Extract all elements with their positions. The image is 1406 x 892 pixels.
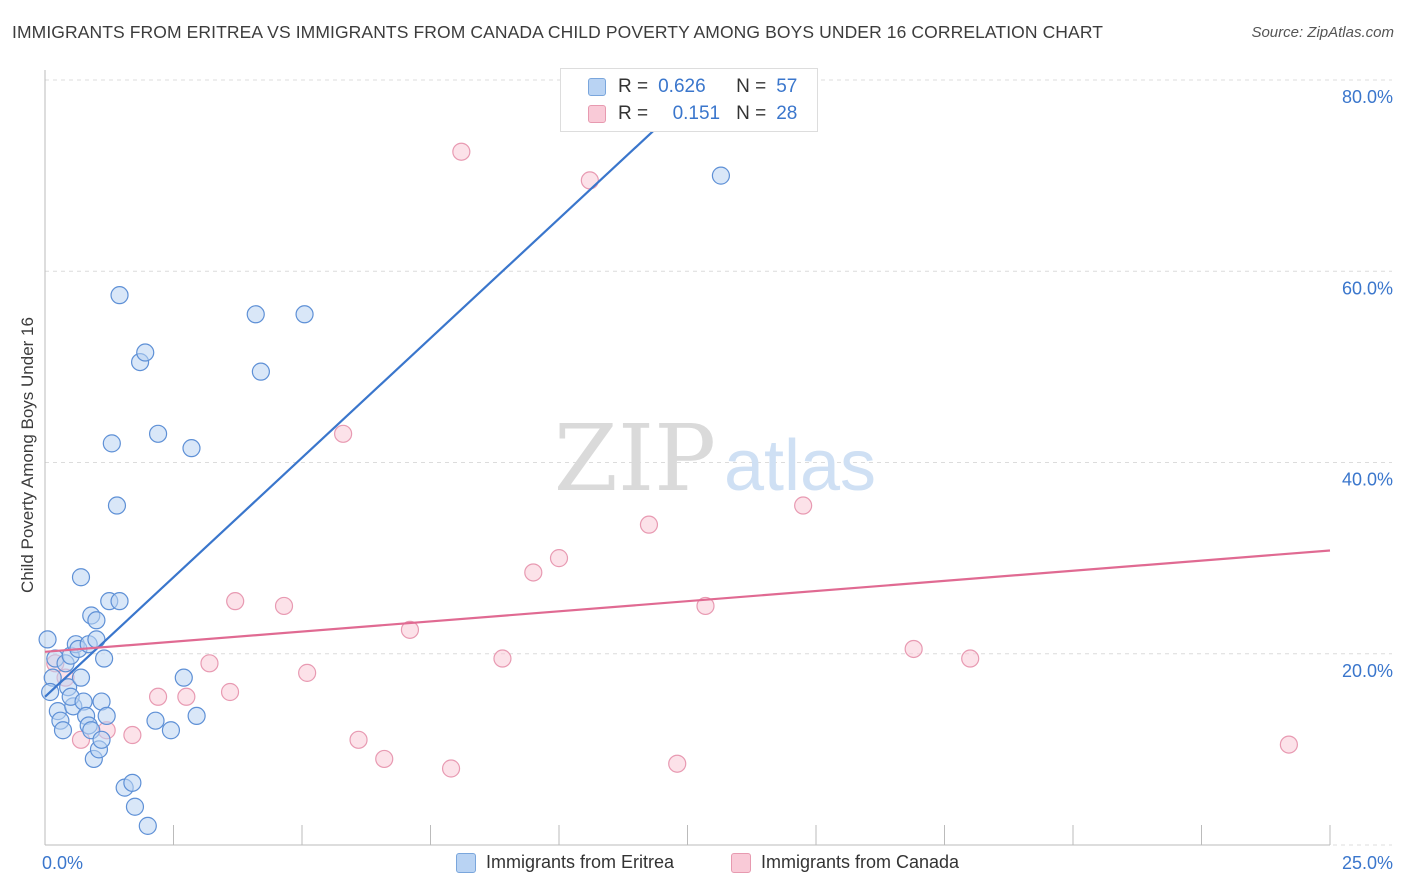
n-value: 57 bbox=[776, 76, 798, 97]
stats-legend: R = 0.626 N = 57 R = 0.151 N = 28 bbox=[560, 68, 818, 132]
canada-point bbox=[298, 663, 317, 682]
canada-point bbox=[226, 592, 245, 611]
canada-point bbox=[148, 687, 168, 706]
chart-title: IMMIGRANTS FROM ERITREA VS IMMIGRANTS FR… bbox=[12, 22, 1104, 42]
x-tick-labels: 0.0% 25.0% bbox=[42, 853, 1393, 873]
y-tick-label: 20.0% bbox=[1342, 661, 1393, 681]
eritrea-point bbox=[95, 649, 114, 668]
eritrea-point bbox=[110, 592, 129, 611]
canada-point bbox=[904, 639, 923, 659]
n-label: N = bbox=[736, 103, 767, 124]
n-value: 28 bbox=[776, 103, 798, 124]
trend-lines bbox=[44, 74, 1331, 698]
y-tick-labels: 20.0% 40.0% 60.0% 80.0% bbox=[1342, 87, 1393, 681]
eritrea-point bbox=[136, 343, 155, 362]
legend-label-canada: Immigrants from Canada bbox=[761, 852, 960, 872]
legend-label-eritrea: Immigrants from Eritrea bbox=[486, 852, 675, 872]
trend-line-eritrea bbox=[44, 74, 714, 698]
eritrea-point bbox=[711, 166, 731, 185]
eritrea-point bbox=[174, 668, 193, 687]
r-value: 0.626 bbox=[658, 76, 706, 97]
eritrea-points bbox=[38, 166, 731, 835]
eritrea-point bbox=[182, 439, 201, 458]
eritrea-point bbox=[295, 305, 314, 324]
r-label: R = bbox=[618, 103, 649, 124]
canada-point bbox=[334, 424, 353, 443]
eritrea-point bbox=[92, 730, 111, 749]
eritrea-point bbox=[102, 434, 121, 453]
source-credit: Source: ZipAtlas.com bbox=[1251, 24, 1394, 41]
eritrea-point bbox=[187, 706, 206, 726]
eritrea-point bbox=[246, 305, 265, 324]
axes bbox=[44, 70, 1331, 846]
eritrea-point bbox=[87, 630, 106, 649]
eritrea-point bbox=[148, 424, 168, 443]
eritrea-point bbox=[251, 362, 270, 381]
canada-point bbox=[961, 649, 980, 668]
eritrea-swatch bbox=[588, 78, 606, 96]
canada-point bbox=[639, 515, 659, 534]
eritrea-point bbox=[97, 706, 116, 726]
eritrea-point bbox=[87, 611, 106, 630]
y-tick-label: 60.0% bbox=[1342, 278, 1393, 298]
canada-point bbox=[549, 549, 569, 568]
trend-line-canada bbox=[44, 549, 1331, 653]
watermark-atlas: atlas bbox=[724, 426, 876, 506]
eritrea-point bbox=[71, 568, 91, 587]
legend-item-eritrea[interactable]: Immigrants from Eritrea bbox=[456, 852, 674, 873]
canada-point bbox=[794, 496, 813, 515]
canada-point bbox=[177, 687, 196, 706]
canada-point bbox=[493, 649, 512, 668]
legend-item-canada[interactable]: Immigrants from Canada bbox=[731, 852, 959, 873]
canada-point bbox=[349, 730, 368, 749]
canada-point bbox=[375, 749, 394, 769]
canada-point bbox=[696, 596, 715, 616]
eritrea-point bbox=[38, 630, 57, 649]
watermark: ZIP atlas bbox=[554, 405, 876, 512]
x-tick-label: 25.0% bbox=[1342, 853, 1393, 873]
canada-point bbox=[400, 620, 420, 639]
canada-point bbox=[274, 596, 294, 616]
eritrea-point bbox=[107, 496, 127, 515]
watermark-zip: ZIP bbox=[554, 405, 716, 512]
eritrea-point bbox=[53, 721, 73, 740]
eritrea-point bbox=[138, 816, 157, 835]
canada-point bbox=[200, 654, 219, 673]
eritrea-point bbox=[125, 797, 145, 816]
n-label: N = bbox=[736, 76, 767, 97]
canada-point bbox=[220, 682, 240, 702]
canada-point bbox=[668, 754, 687, 773]
canada-point bbox=[1279, 735, 1298, 754]
canada-point bbox=[452, 142, 471, 161]
eritrea-point bbox=[123, 773, 142, 792]
x-tick-label: 0.0% bbox=[42, 853, 83, 873]
eritrea-point bbox=[161, 721, 181, 740]
canada-swatch bbox=[588, 105, 606, 123]
canada-point bbox=[441, 759, 461, 778]
y-tick-label: 40.0% bbox=[1342, 470, 1393, 490]
eritrea-swatch bbox=[456, 852, 476, 873]
r-label: R = bbox=[618, 76, 649, 97]
eritrea-point bbox=[110, 286, 129, 305]
series-legend: Immigrants from Eritrea Immigrants from … bbox=[0, 852, 1406, 876]
canada-point bbox=[580, 171, 599, 190]
canada-point bbox=[123, 725, 142, 745]
eritrea-point bbox=[146, 711, 165, 730]
gridlines bbox=[45, 79, 1392, 846]
canada-swatch bbox=[731, 852, 751, 873]
r-value: 0.151 bbox=[672, 103, 721, 124]
canada-point bbox=[524, 563, 543, 582]
y-tick-label: 80.0% bbox=[1342, 87, 1393, 107]
legend-row-eritrea: R = 0.626 N = 57 bbox=[561, 74, 797, 100]
eritrea-point bbox=[71, 668, 91, 687]
legend-row-canada: R = 0.151 N = 28 bbox=[561, 101, 797, 127]
y-axis-label: Child Poverty Among Boys Under 16 bbox=[18, 317, 37, 593]
